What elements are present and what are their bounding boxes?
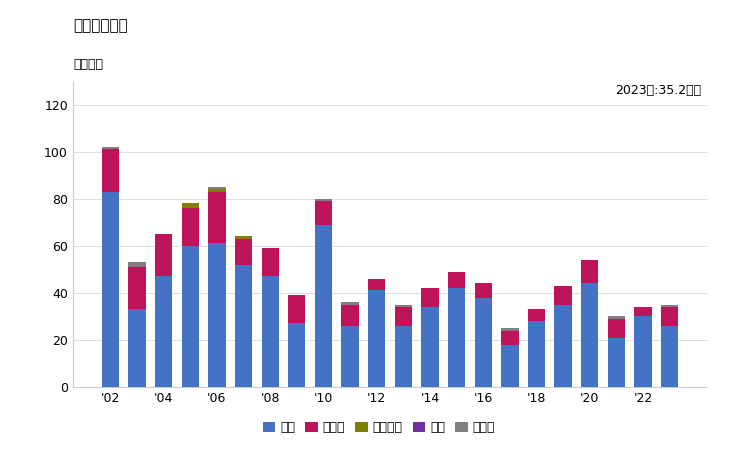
Bar	[608, 319, 625, 338]
Bar	[528, 321, 545, 387]
Bar	[341, 305, 359, 326]
Bar	[502, 330, 518, 345]
Bar	[128, 267, 146, 309]
Bar	[262, 248, 278, 276]
Bar	[421, 288, 439, 307]
Bar	[341, 326, 359, 387]
Bar	[608, 316, 625, 319]
Bar	[555, 305, 572, 387]
Bar	[102, 147, 119, 149]
Bar	[502, 345, 518, 387]
Bar	[581, 260, 599, 284]
Bar	[155, 276, 172, 387]
Bar	[288, 324, 305, 387]
Text: 輸入量の推移: 輸入量の推移	[73, 18, 128, 33]
Bar	[555, 286, 572, 305]
Bar	[448, 272, 465, 288]
Bar	[315, 225, 332, 387]
Bar	[608, 338, 625, 387]
Bar	[208, 187, 225, 189]
Bar	[661, 326, 678, 387]
Bar	[421, 307, 439, 387]
Bar	[208, 189, 225, 192]
Bar	[182, 208, 199, 246]
Text: 2023年:35.2トン: 2023年:35.2トン	[615, 84, 701, 97]
Bar	[394, 326, 412, 387]
Bar	[262, 276, 278, 387]
Bar	[235, 265, 252, 387]
Text: 単位トン: 単位トン	[73, 58, 103, 72]
Bar	[288, 295, 305, 324]
Bar	[235, 238, 252, 265]
Bar	[661, 305, 678, 307]
Bar	[528, 309, 545, 321]
Bar	[155, 234, 172, 276]
Bar	[128, 262, 146, 267]
Bar	[661, 307, 678, 326]
Bar	[475, 297, 492, 387]
Bar	[448, 288, 465, 387]
Bar	[581, 284, 599, 387]
Bar	[102, 149, 119, 192]
Legend: 中国, ドイツ, イタリア, 韓国, その他: 中国, ドイツ, イタリア, 韓国, その他	[258, 416, 500, 439]
Bar	[502, 328, 518, 330]
Bar	[128, 309, 146, 387]
Bar	[394, 307, 412, 326]
Bar	[182, 203, 199, 208]
Bar	[394, 305, 412, 307]
Bar	[315, 199, 332, 201]
Bar	[208, 243, 225, 387]
Bar	[341, 302, 359, 305]
Bar	[182, 246, 199, 387]
Bar	[634, 316, 652, 387]
Bar	[208, 192, 225, 243]
Bar	[235, 236, 252, 238]
Bar	[475, 284, 492, 297]
Bar	[368, 279, 386, 291]
Bar	[634, 307, 652, 316]
Bar	[102, 192, 119, 387]
Bar	[315, 201, 332, 225]
Bar	[368, 291, 386, 387]
